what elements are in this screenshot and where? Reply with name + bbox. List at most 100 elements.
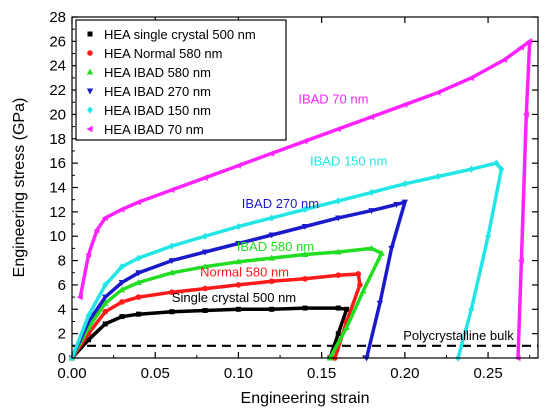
series-line (70, 306, 349, 360)
legend-label: HEA IBAD 70 nm (104, 122, 204, 137)
data-point (234, 162, 241, 169)
curve-annotation: IBAD 70 nm (298, 91, 368, 106)
x-tick-label: 0.25 (473, 365, 502, 382)
data-point (118, 206, 125, 213)
data-point (269, 306, 275, 312)
legend-item: HEA IBAD 580 nm (86, 65, 211, 80)
data-point (201, 249, 209, 256)
y-tick-label: 6 (58, 277, 66, 294)
y-tick-label: 4 (58, 301, 66, 318)
data-point (334, 125, 341, 133)
data-point (302, 305, 308, 311)
data-point (335, 197, 342, 205)
data-point (76, 293, 83, 301)
data-point (169, 289, 175, 296)
y-tick-label: 14 (49, 180, 66, 197)
data-point (201, 263, 209, 270)
y-tick-label: 22 (49, 82, 66, 99)
data-point (93, 226, 100, 234)
data-point (401, 180, 408, 188)
data-point (235, 306, 241, 312)
data-point (268, 278, 275, 285)
y-tick-label: 28 (49, 9, 66, 26)
legend-marker (87, 31, 93, 37)
data-point (401, 199, 409, 206)
data-point (335, 215, 342, 222)
data-point (118, 286, 126, 293)
y-tick-label: 24 (49, 58, 66, 75)
y-tick-label: 12 (49, 204, 66, 221)
data-point (102, 294, 109, 301)
legend-item: HEA IBAD 70 nm (86, 122, 204, 137)
data-point (168, 242, 175, 250)
reference-label: Polycrystalline bulk (403, 328, 514, 343)
legend-item: HEA IBAD 270 nm (86, 84, 211, 99)
curve-annotation: IBAD 150 nm (310, 154, 387, 169)
data-point (435, 173, 442, 181)
data-point (119, 299, 125, 305)
data-point (201, 174, 208, 181)
data-point (102, 281, 109, 289)
series-line (70, 246, 384, 360)
data-point (301, 138, 308, 145)
y-tick-label: 0 (58, 350, 66, 367)
data-point (101, 214, 108, 222)
data-point (376, 300, 384, 307)
data-point (393, 202, 400, 209)
data-point (85, 311, 92, 319)
x-tick-label: 0.05 (141, 365, 170, 382)
data-point (368, 244, 375, 251)
legend-box (75, 19, 287, 141)
series-1 (69, 271, 363, 361)
legend-marker (86, 125, 93, 133)
y-tick-label: 2 (58, 326, 66, 343)
legend: HEA single crystal 500 nm HEA Normal 580 … (75, 19, 287, 141)
y-tick-label: 10 (49, 228, 66, 245)
data-point (136, 311, 142, 317)
data-point (102, 299, 109, 306)
data-point (235, 258, 242, 265)
data-point (168, 186, 175, 194)
y-tick-label: 18 (49, 131, 66, 148)
data-point (335, 272, 342, 278)
legend-label: HEA IBAD 150 nm (104, 103, 211, 118)
data-point (493, 159, 500, 167)
data-point (302, 205, 308, 213)
curve-annotation: Normal 580 nm (200, 264, 289, 279)
x-tick-label: 0.15 (307, 365, 336, 382)
data-point (135, 198, 142, 206)
data-point (168, 258, 176, 265)
data-point (202, 285, 208, 292)
data-point (135, 278, 142, 285)
data-point (485, 232, 492, 240)
data-point (468, 165, 475, 173)
data-point (434, 89, 441, 96)
data-point (335, 331, 341, 337)
data-point (335, 305, 341, 311)
data-point (85, 251, 92, 258)
y-tick-label: 20 (49, 106, 66, 123)
data-point (202, 232, 209, 240)
data-point (501, 56, 508, 63)
series-line (78, 39, 532, 360)
data-point (302, 276, 308, 282)
data-point (301, 250, 309, 257)
legend-item: HEA IBAD 150 nm (87, 103, 211, 118)
data-point (268, 254, 275, 261)
series-3 (68, 199, 409, 362)
y-tick-label: 26 (49, 33, 66, 50)
data-point (344, 306, 350, 312)
data-point (102, 308, 109, 315)
data-point (368, 188, 375, 196)
data-point (522, 111, 529, 118)
data-point (343, 324, 350, 331)
data-point (202, 308, 208, 314)
data-point (102, 321, 108, 327)
data-point (378, 249, 385, 256)
data-point (268, 232, 275, 239)
data-point (498, 165, 505, 173)
x-tick-label: 0.00 (57, 365, 86, 382)
data-point (235, 222, 242, 230)
legend-label: HEA single crystal 500 nm (104, 27, 256, 42)
